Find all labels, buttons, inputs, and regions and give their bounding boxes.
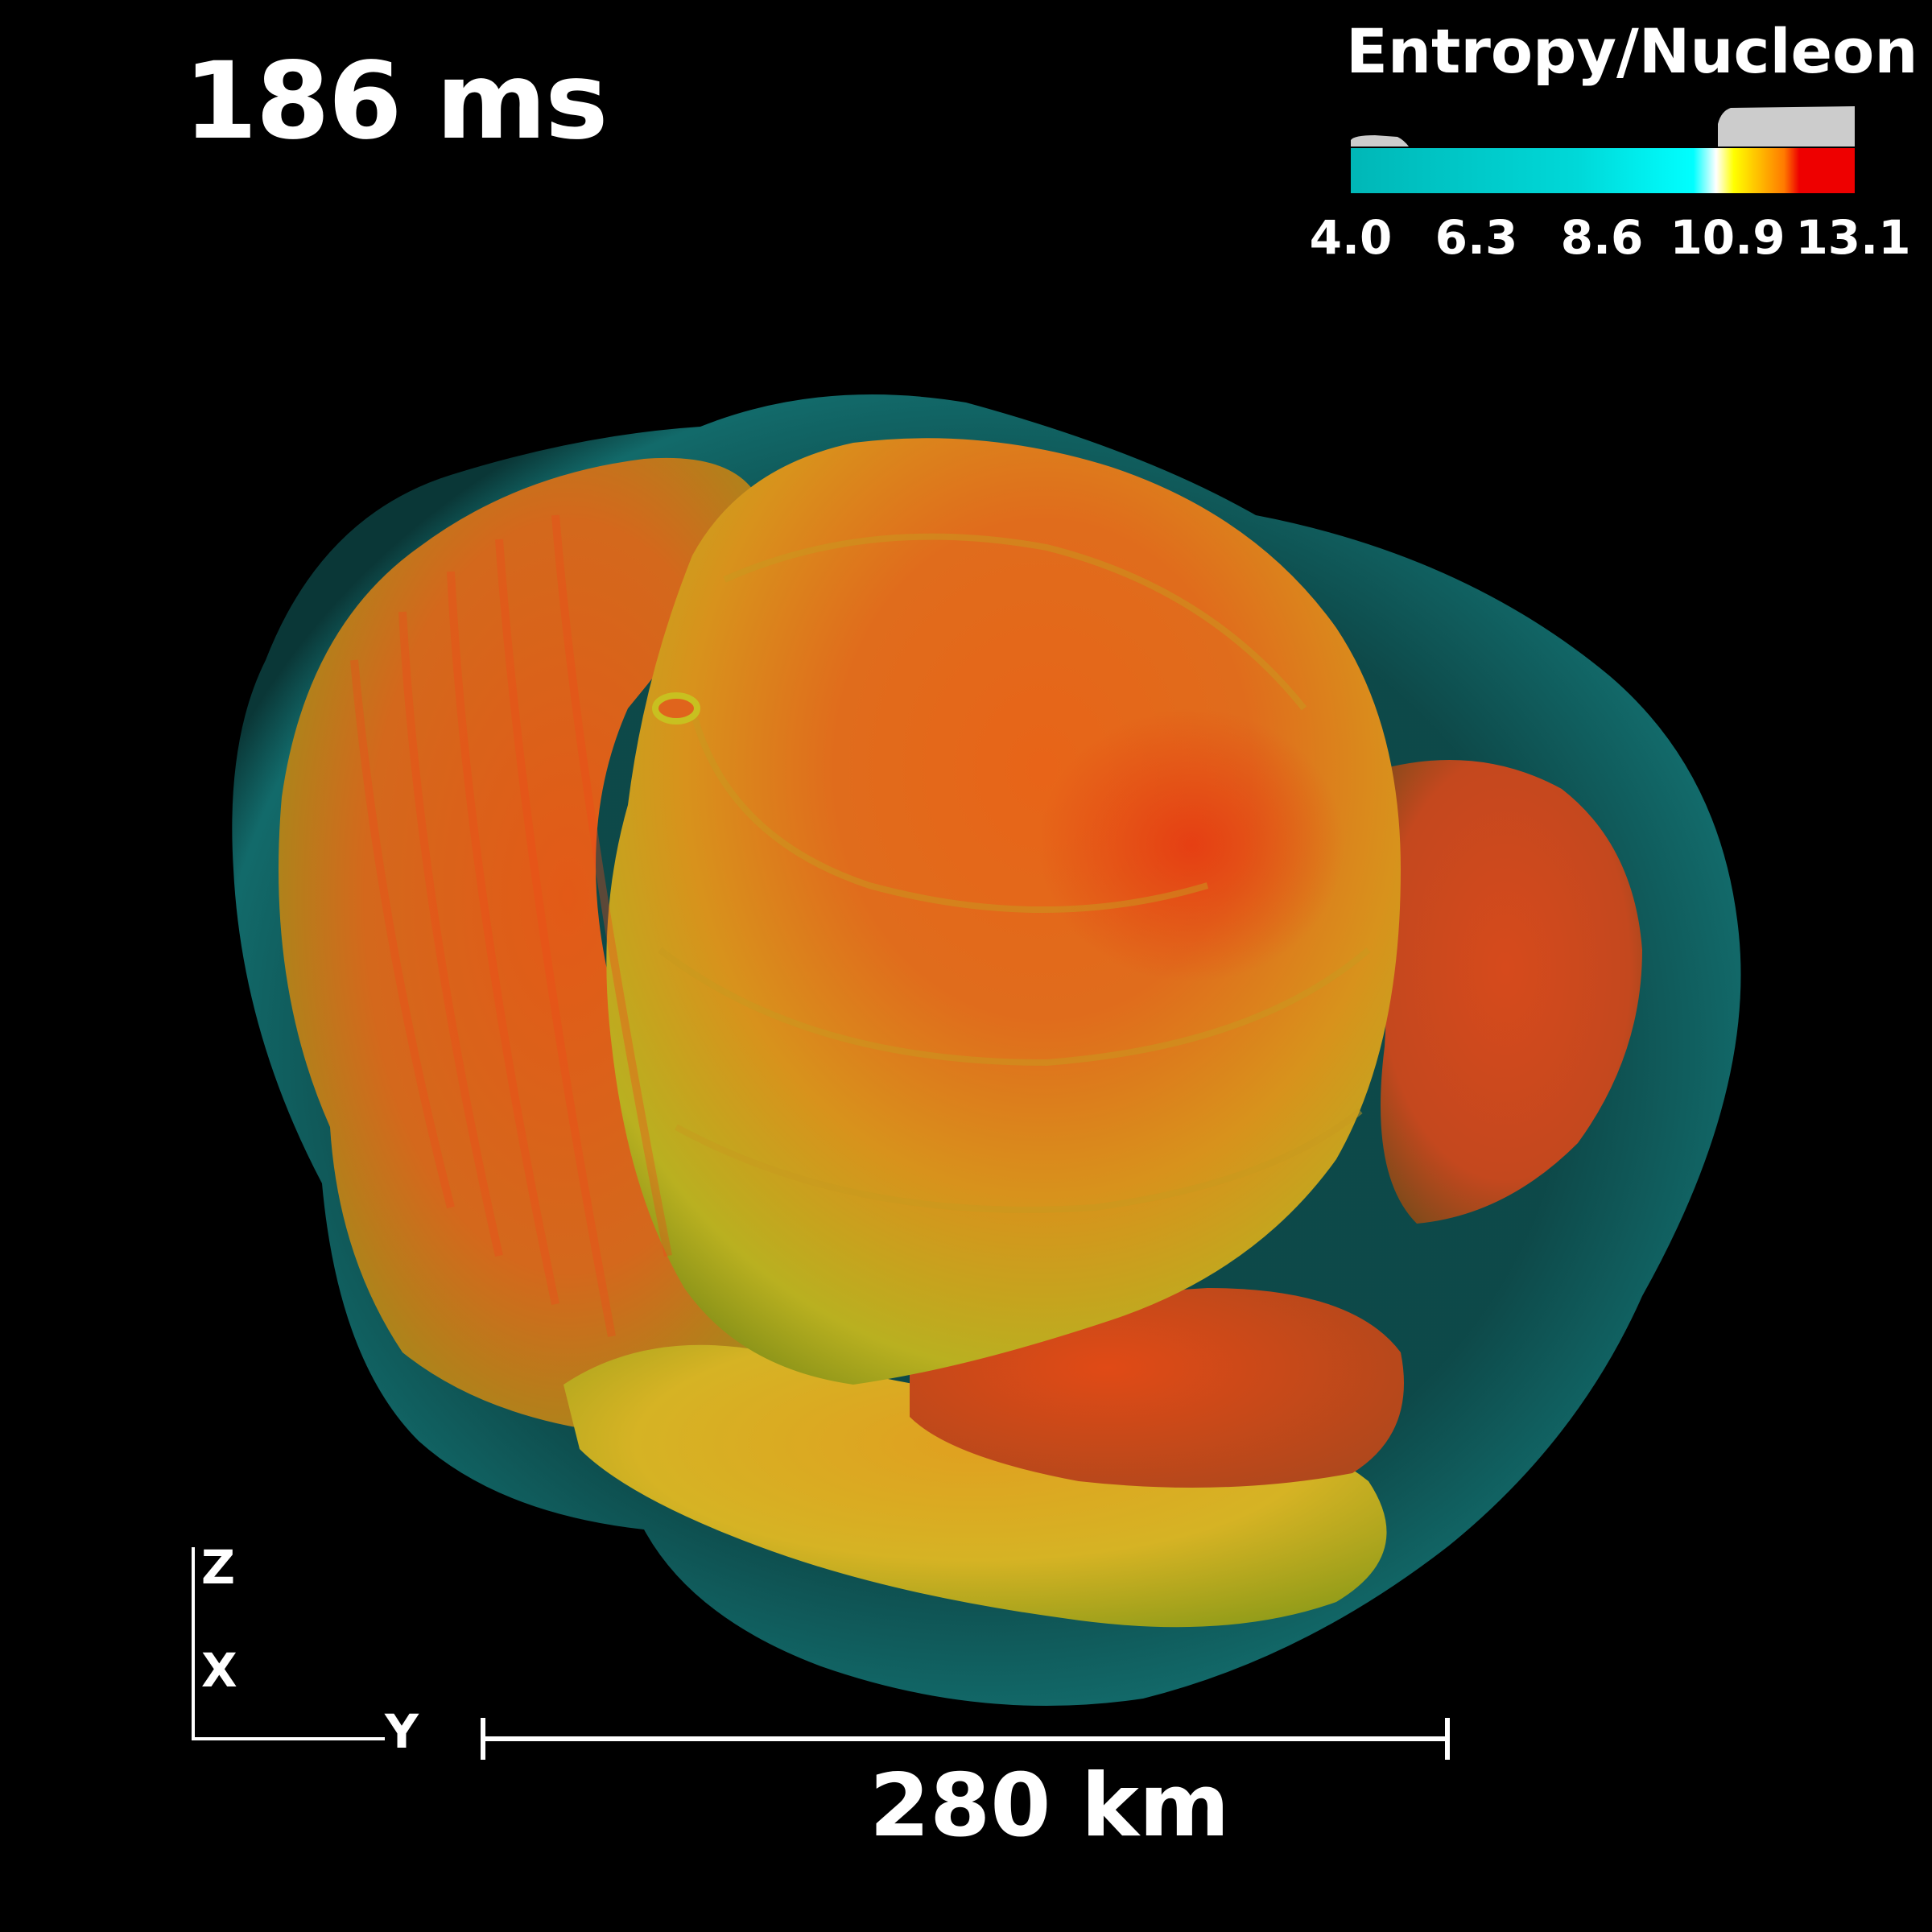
- scale-bar: [481, 1718, 1450, 1760]
- scale-bar-label: 280 km: [869, 1756, 1230, 1856]
- colorbar-tick: 6.3: [1435, 210, 1518, 265]
- time-label: 186 ms: [184, 39, 609, 163]
- left-plume-striations: [350, 514, 672, 1337]
- colorbar-tick-labels: 4.0 6.3 8.6 10.9 13.1: [1288, 214, 1916, 270]
- axis-label-y: Y: [385, 1704, 419, 1759]
- opacity-histogram-high: [1718, 106, 1855, 147]
- axes-triad: [192, 1547, 385, 1740]
- axis-label-z: Z: [201, 1540, 236, 1595]
- colorbar-tick: 4.0: [1309, 210, 1393, 265]
- entropy-hotspot: [1038, 708, 1344, 982]
- colorbar-title: Entropy/Nucleon: [1346, 15, 1918, 87]
- colorbar-tick: 13.1: [1795, 210, 1911, 265]
- colorbar-tick: 10.9: [1670, 210, 1785, 265]
- colorbar-tick: 8.6: [1560, 210, 1644, 265]
- central-plume-contours: [658, 533, 1371, 1213]
- opacity-histogram-low: [1351, 135, 1409, 147]
- right-plume: [1368, 760, 1642, 1224]
- small-vortex: [652, 692, 700, 724]
- colorbar: [1351, 106, 1855, 193]
- colorbar-gradient: [1351, 148, 1855, 193]
- axis-label-x: X: [201, 1643, 237, 1698]
